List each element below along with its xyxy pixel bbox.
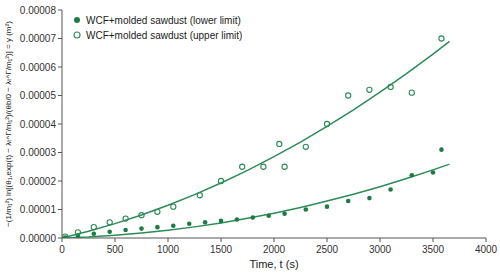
y-tick-label: 0.00003 <box>20 147 57 158</box>
scatter-point <box>388 187 393 192</box>
y-tick <box>58 124 62 125</box>
scatter-point <box>187 221 192 226</box>
scatter-point <box>139 226 144 231</box>
scatter-point <box>277 141 282 146</box>
x-tick-label: 2000 <box>263 244 286 255</box>
legend: WCF+molded sawdust (lower limit) WCF+mold… <box>74 15 242 41</box>
x-tick-label: 3500 <box>422 244 445 255</box>
scatter-point <box>63 235 68 238</box>
y-tick-label: 0.00008 <box>20 5 57 16</box>
y-tick-label: 0.00007 <box>20 33 57 44</box>
y-axis-label: −(1/m₁²) ln[(θ₁,exp(t) − λₜ^Γ/m₁²)/(θb/0… <box>4 21 13 227</box>
scatter-point <box>439 36 444 41</box>
scatter-point <box>410 173 415 178</box>
scatter-point <box>346 93 351 98</box>
legend-marker <box>74 17 80 23</box>
legend-label: WCF+molded sawdust (lower limit) <box>86 15 241 26</box>
scatter-point <box>325 204 330 209</box>
scatter-point <box>324 121 329 126</box>
scatter-point <box>266 213 271 218</box>
x-tick <box>168 238 169 242</box>
scatter-point <box>63 234 68 238</box>
scatter-point <box>171 223 176 228</box>
x-tick <box>62 238 63 242</box>
scatter-point <box>203 220 208 225</box>
scatter-point <box>388 84 393 89</box>
y-tick <box>58 238 62 239</box>
scatter-point <box>303 144 308 149</box>
x-tick-label: 1000 <box>157 244 180 255</box>
y-tick <box>58 38 62 39</box>
scatter-point <box>431 170 436 175</box>
scatter-point <box>367 87 372 92</box>
x-tick <box>221 238 222 242</box>
chart: 0 500 1000 1500 2000 2500 3000 3500 4000 0.00000 0… <box>0 0 500 274</box>
scatter-point <box>304 207 309 212</box>
scatter-point <box>346 199 351 204</box>
scatter-point <box>123 228 128 233</box>
y-tick-label: 0.00004 <box>20 119 57 130</box>
scatter-point <box>197 193 202 198</box>
scatter-point <box>123 216 128 221</box>
y-tick-label: 0.00001 <box>20 204 57 215</box>
scatter-point <box>251 215 256 220</box>
x-tick <box>380 238 381 242</box>
x-tick <box>433 238 434 242</box>
x-tick <box>486 238 487 242</box>
y-tick <box>58 10 62 11</box>
scatter-point <box>261 164 266 169</box>
fit-line <box>62 164 449 238</box>
x-tick-label: 0 <box>59 244 65 255</box>
y-tick-label: 0.00002 <box>20 176 57 187</box>
x-tick <box>327 238 328 242</box>
y-tick-label: 0.00005 <box>20 90 57 101</box>
scatter-point <box>282 211 287 216</box>
legend-label: WCF+molded sawdust (upper limit) <box>86 30 242 41</box>
scatter-point <box>282 164 287 169</box>
scatter-point <box>218 178 223 183</box>
x-tick <box>274 238 275 242</box>
axes: 0 500 1000 1500 2000 2500 3000 3500 4000 0.00000 0… <box>20 5 498 256</box>
legend-marker <box>74 32 80 38</box>
scatter-point <box>409 90 414 95</box>
scatter-point <box>367 196 372 201</box>
scatter-point <box>240 164 245 169</box>
scatter-point <box>139 213 144 218</box>
scatter-point <box>107 229 112 234</box>
y-tick <box>58 67 62 68</box>
y-tick <box>58 181 62 182</box>
scatter-point <box>219 219 224 224</box>
x-tick-label: 4000 <box>475 244 498 255</box>
scatter-point <box>155 225 160 230</box>
scatter-point <box>171 204 176 209</box>
y-tick-label: 0.00000 <box>20 233 57 244</box>
scatter-point <box>91 225 96 230</box>
x-axis-label: Time, t (s) <box>249 258 298 270</box>
marks <box>62 36 449 238</box>
y-tick <box>58 152 62 153</box>
x-tick-label: 3000 <box>369 244 392 255</box>
fit-line <box>62 42 449 238</box>
x-tick-label: 1500 <box>210 244 233 255</box>
y-tick <box>58 95 62 96</box>
scatter-point <box>155 209 160 214</box>
scatter-point <box>107 220 112 225</box>
scatter-point <box>75 230 80 235</box>
scatter-point <box>235 217 240 222</box>
scatter-point <box>439 147 444 152</box>
y-tick <box>58 209 62 210</box>
x-tick <box>115 238 116 242</box>
x-tick-label: 500 <box>107 244 124 255</box>
scatter-point <box>92 231 97 236</box>
x-tick-label: 2500 <box>316 244 339 255</box>
y-tick-label: 0.00006 <box>20 62 57 73</box>
